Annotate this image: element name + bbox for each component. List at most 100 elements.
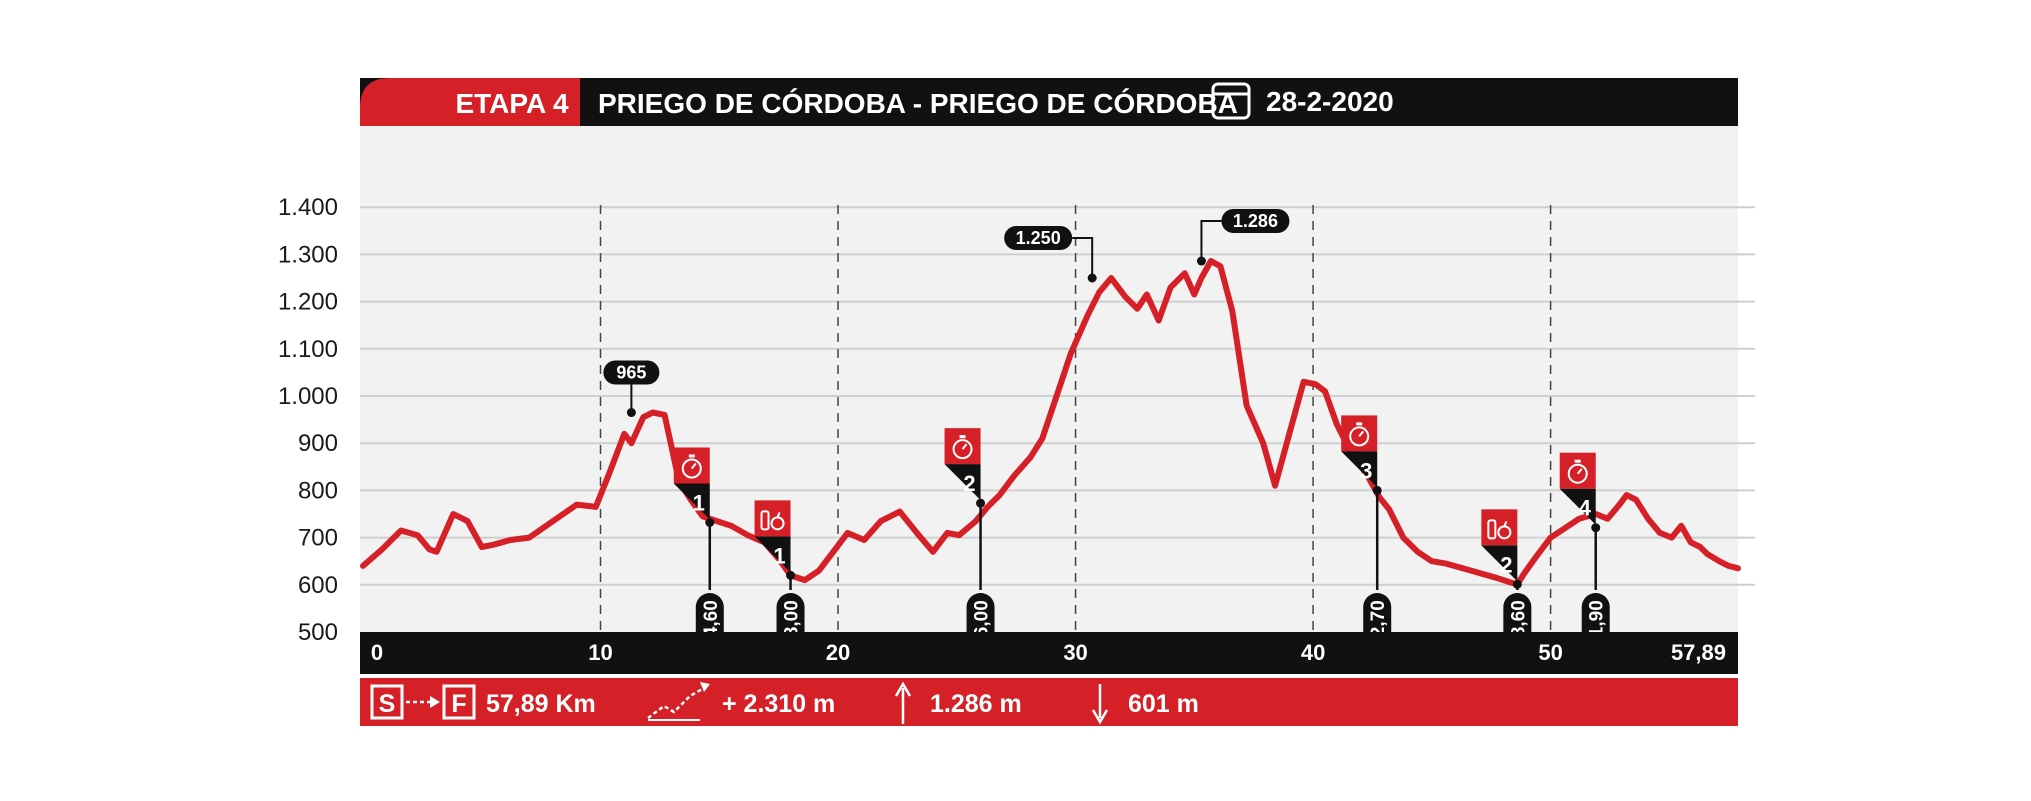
stopwatch-hand (961, 443, 968, 450)
elevation-gain: + 2.310 m (722, 690, 835, 718)
x-axis-bar (360, 632, 1738, 674)
x-tick-label: 50 (1538, 640, 1562, 665)
waypoint-icon-box (754, 500, 791, 537)
x-tick-label: 40 (1301, 640, 1325, 665)
stage-date: 28-2-2020 (1266, 86, 1394, 117)
gridlines (360, 206, 1755, 586)
stopwatch-icon (681, 454, 702, 479)
peak-value: 1.286 (1233, 211, 1278, 231)
waypoint-dot (1512, 579, 1522, 589)
stopwatch-face (1349, 426, 1370, 447)
peak-connector (1200, 220, 1222, 262)
waypoint-flag (1481, 545, 1518, 582)
header-black-bar (360, 78, 1738, 126)
stopwatch-icon (952, 435, 973, 460)
waypoint-flag (944, 464, 981, 501)
y-tick-label: 900 (298, 430, 338, 457)
y-tick-label: 1.000 (278, 383, 338, 410)
stopwatch-crown (688, 454, 695, 458)
waypoint-flag (673, 483, 710, 520)
y-tick-label: 500 (298, 619, 338, 646)
finish-letter: F (451, 690, 466, 718)
waypoint-number: 2 (1500, 552, 1512, 577)
apple-stem (1503, 520, 1508, 527)
peak-label: 965 (603, 360, 660, 418)
peak-label: 1.286 (1196, 209, 1290, 266)
waypoint-flag (1559, 488, 1596, 525)
stopwatch-hand (690, 462, 697, 470)
peak-dot (1087, 273, 1097, 283)
start-letter: S (379, 690, 396, 718)
x-gridlines-dashed (599, 205, 1552, 632)
calendar-icon (1211, 82, 1251, 120)
footer-bar: S F 57,89 Km + 2.310 m 1.286 m 601 m (360, 678, 1738, 726)
waypoint-number: 1 (773, 543, 785, 568)
x-tick-label: 20 (826, 640, 850, 665)
stopwatch-crown (959, 435, 966, 439)
stopwatch-hand (1358, 430, 1364, 438)
waypoint-number: 4 (1579, 496, 1592, 521)
header-bar: ETAPA 4 PRIEGO DE CÓRDOBA - PRIEGO DE CÓ… (360, 78, 1738, 126)
stopwatch-icon (1349, 422, 1370, 447)
x-tick-label: 0 (371, 640, 383, 665)
elevation-gain-icon (647, 682, 710, 721)
stage-label: ETAPA 4 (455, 88, 568, 119)
y-tick-label: 800 (298, 477, 338, 504)
waypoint-feed: 118,00 (754, 500, 805, 655)
waypoint-dot (786, 570, 796, 580)
y-tick-label: 1.300 (278, 241, 338, 268)
waypoint-number: 3 (1360, 458, 1372, 483)
stopwatch-crown (1356, 422, 1363, 426)
waypoint-dot (705, 517, 715, 527)
feed-bottle-apple-icon (760, 510, 785, 531)
x-axis: 0 10 20 30 40 50 57,89 (371, 640, 1726, 665)
peak-pill-bg (603, 360, 660, 385)
stopwatch-crown (1574, 459, 1581, 463)
elevation-profile-line (360, 258, 1741, 588)
peak-dot (1196, 256, 1206, 266)
peak-dot (626, 408, 636, 418)
bottle-shape (1487, 519, 1497, 540)
waypoint-dot (1591, 523, 1601, 533)
x-tick-label: 57,89 (1671, 640, 1726, 665)
peak-connector (1072, 237, 1094, 278)
waypoint-flag (1341, 451, 1378, 488)
apple-stem (776, 511, 781, 518)
x-tick-label: 10 (588, 640, 612, 665)
min-altitude: 601 m (1128, 690, 1199, 718)
y-tick-label: 600 (298, 572, 338, 599)
y-tick-label: 1.100 (278, 336, 338, 363)
stopwatch-icon (1567, 459, 1588, 484)
max-altitude: 1.286 m (930, 690, 1022, 718)
stopwatch-face (952, 439, 973, 460)
plot-background (360, 126, 1738, 632)
waypoint-number: 1 (693, 490, 705, 515)
peak-labels: 965 1.250 1.286 (603, 209, 1290, 418)
x-tick-label: 30 (1063, 640, 1087, 665)
waypoint-dot (976, 498, 986, 508)
stopwatch-hand (1576, 468, 1583, 475)
route-title: PRIEGO DE CÓRDOBA - PRIEGO DE CÓRDOBA (598, 88, 1238, 119)
footer-red-bar (360, 678, 1738, 726)
waypoint-flag (754, 536, 791, 573)
y-tick-label: 1.200 (278, 289, 338, 316)
stage-badge-shape (360, 78, 580, 126)
peak-pill-bg (1004, 226, 1073, 250)
y-tick-label: 1.400 (278, 194, 338, 221)
stopwatch-face (681, 458, 702, 479)
waypoint-icon-box (1481, 509, 1518, 546)
peak-value: 965 (616, 363, 646, 383)
y-tick-label: 700 (298, 525, 338, 552)
peak-label: 1.250 (1004, 226, 1097, 283)
feed-bottle-apple-icon (1487, 519, 1512, 540)
stopwatch-face (1567, 463, 1588, 484)
start-finish-icon: S F (370, 684, 476, 720)
peak-pill-bg (1221, 209, 1290, 234)
waypoint-number: 2 (963, 471, 975, 496)
waypoint-sprint: 114,60 (673, 447, 724, 655)
down-arrow-icon (1091, 684, 1109, 725)
y-axis: 500 600 700 800 900 1.000 1.100 1.200 1.300 1.400 (278, 194, 338, 646)
up-arrow-icon (894, 681, 912, 724)
peak-value: 1.250 (1016, 228, 1061, 248)
